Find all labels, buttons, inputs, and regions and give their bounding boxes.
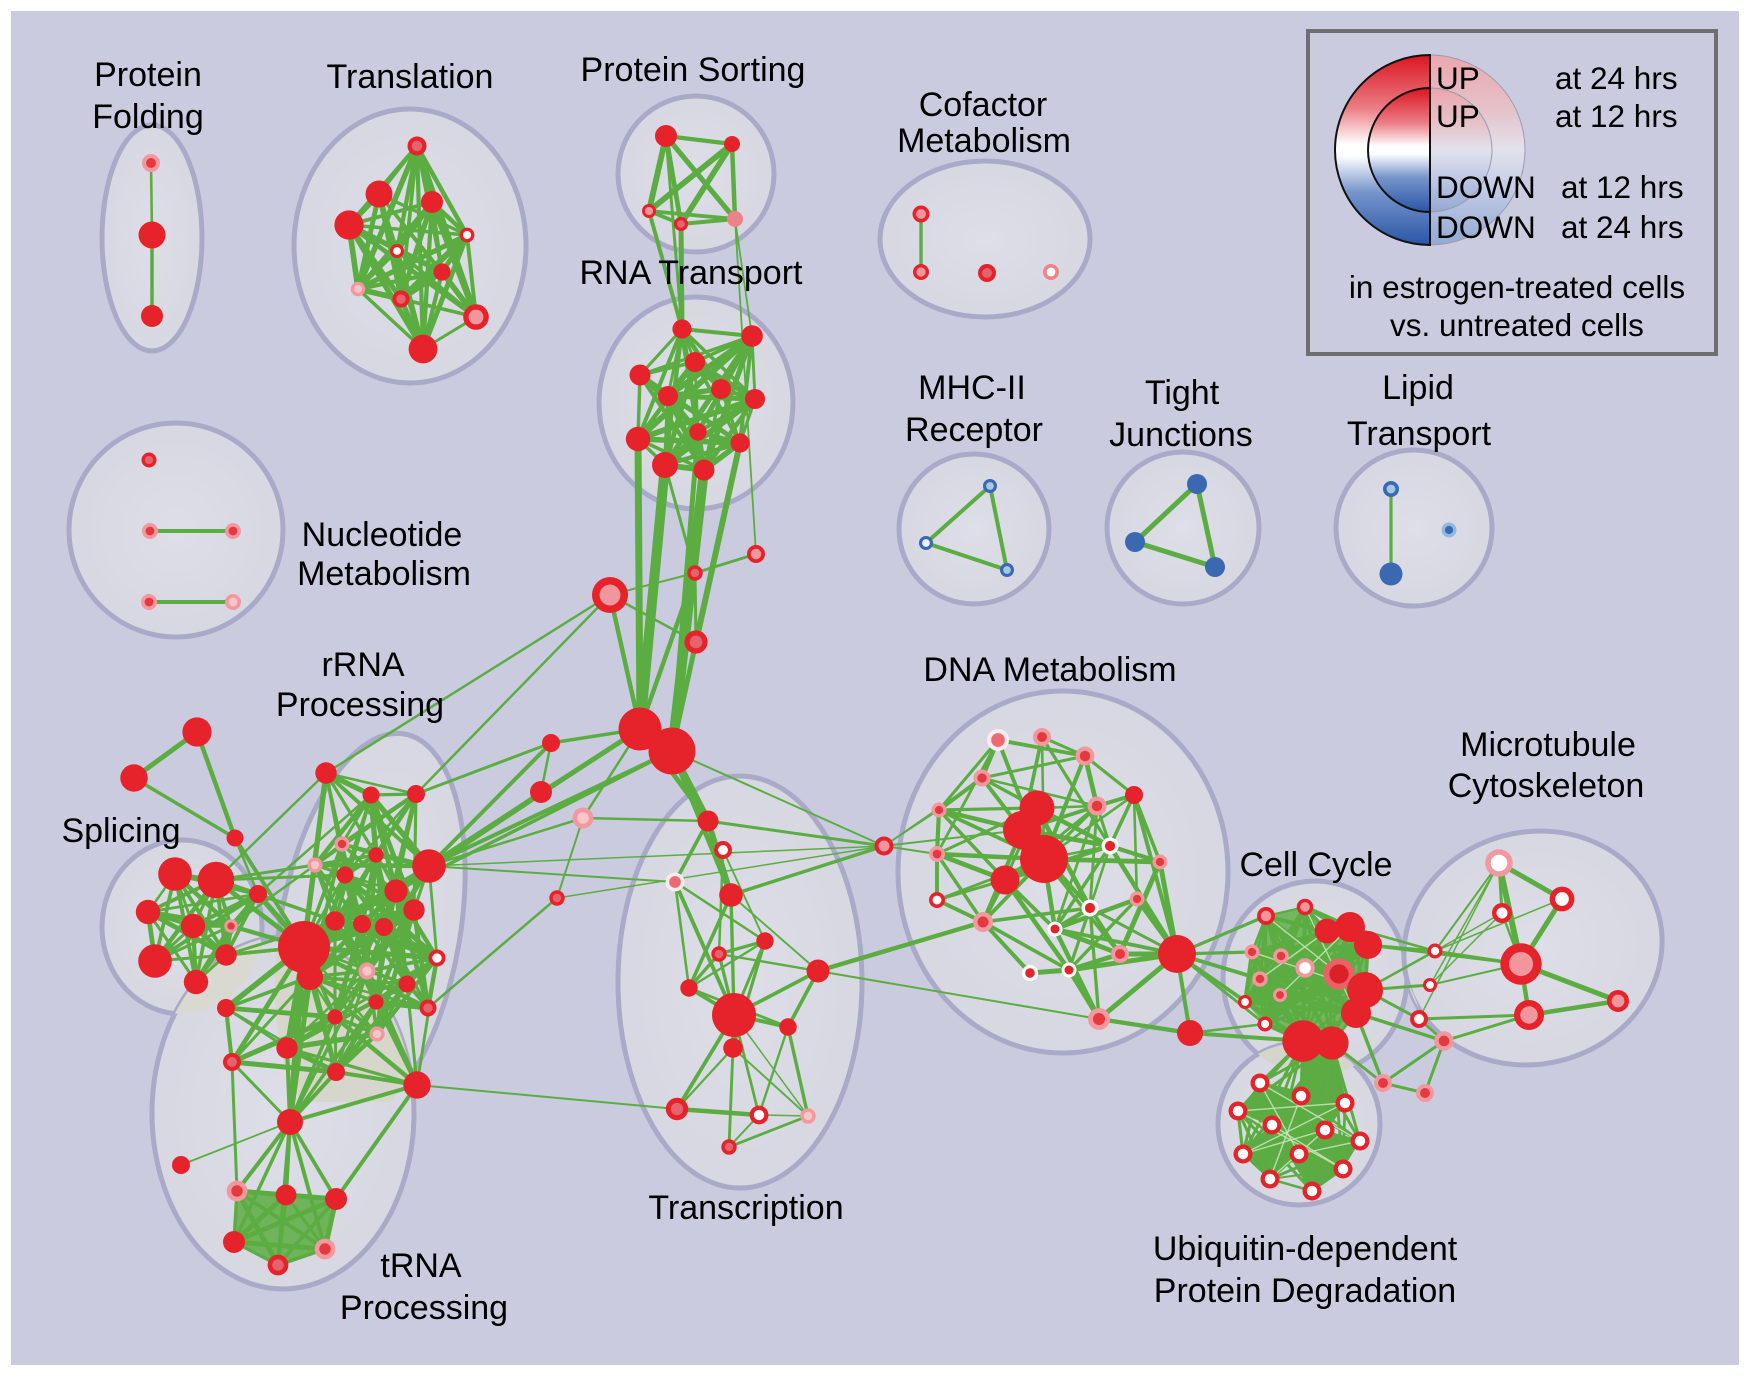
svg-text:Cytoskeleton: Cytoskeleton	[1448, 767, 1645, 805]
svg-text:DOWN: DOWN	[1436, 169, 1536, 205]
svg-text:Lipid: Lipid	[1382, 369, 1454, 407]
svg-text:Metabolism: Metabolism	[897, 122, 1071, 160]
svg-text:Processing: Processing	[276, 686, 444, 724]
svg-text:Ubiquitin-dependent: Ubiquitin-dependent	[1153, 1230, 1458, 1268]
svg-text:Microtubule: Microtubule	[1460, 726, 1636, 764]
svg-text:vs. untreated cells: vs. untreated cells	[1390, 307, 1644, 343]
svg-text:Translation: Translation	[327, 58, 494, 96]
svg-text:Protein Sorting: Protein Sorting	[581, 51, 806, 89]
svg-text:Metabolism: Metabolism	[297, 555, 471, 593]
svg-text:Tight: Tight	[1145, 374, 1220, 412]
svg-text:Splicing: Splicing	[61, 812, 180, 850]
svg-text:in estrogen-treated cells: in estrogen-treated cells	[1349, 269, 1685, 305]
svg-text:at 24 hrs: at 24 hrs	[1561, 209, 1684, 245]
svg-text:tRNA: tRNA	[380, 1247, 462, 1285]
svg-text:Transcription: Transcription	[648, 1189, 843, 1227]
svg-text:at 12 hrs: at 12 hrs	[1561, 169, 1684, 205]
svg-text:rRNA: rRNA	[321, 646, 404, 684]
svg-text:at 12 hrs: at 12 hrs	[1555, 98, 1678, 134]
svg-text:Processing: Processing	[340, 1289, 508, 1327]
svg-text:Junctions: Junctions	[1109, 416, 1253, 454]
svg-text:Nucleotide: Nucleotide	[302, 516, 463, 554]
svg-text:at 24 hrs: at 24 hrs	[1555, 60, 1678, 96]
svg-text:MHC-II: MHC-II	[918, 369, 1026, 407]
svg-text:DNA Metabolism: DNA Metabolism	[923, 651, 1176, 689]
svg-text:Receptor: Receptor	[905, 411, 1043, 449]
svg-text:Protein: Protein	[94, 56, 202, 94]
svg-text:Cell Cycle: Cell Cycle	[1239, 846, 1392, 884]
svg-text:Cofactor: Cofactor	[919, 86, 1048, 124]
svg-text:Transport: Transport	[1347, 415, 1492, 453]
svg-text:Folding: Folding	[92, 98, 204, 136]
svg-text:Protein Degradation: Protein Degradation	[1154, 1272, 1456, 1310]
svg-text:DOWN: DOWN	[1436, 209, 1536, 245]
svg-text:RNA Transport: RNA Transport	[580, 254, 804, 292]
svg-text:UP: UP	[1436, 98, 1480, 134]
svg-text:UP: UP	[1436, 60, 1480, 96]
